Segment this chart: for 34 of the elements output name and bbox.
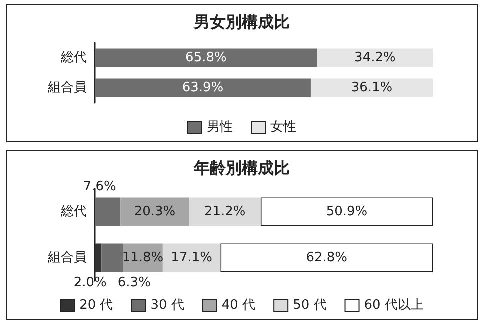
legend-label: 40 代 [222, 298, 256, 313]
data-label: 62.8% [306, 250, 348, 266]
legend-label: 20 代 [80, 298, 114, 313]
bar [95, 244, 102, 272]
bar [120, 198, 190, 226]
data-label: 36.1% [351, 80, 393, 96]
y-tick-label: 組合員 [47, 250, 87, 266]
legend-label: 60 代以上 [364, 298, 424, 313]
bar [162, 244, 221, 272]
data-label: 11.8% [122, 250, 164, 266]
chart-title: 男女別構成比 [193, 12, 290, 32]
bar [95, 198, 121, 226]
data-label: 50.9% [326, 204, 368, 220]
y-tick-label: 組合員 [47, 80, 87, 96]
data-label: 34.2% [354, 50, 396, 66]
legend-label: 男性 [207, 120, 233, 135]
data-label: 20.3% [134, 204, 176, 220]
chart-title: 年齢別構成比 [193, 158, 290, 178]
bar [189, 198, 261, 226]
data-label: 63.9% [182, 80, 224, 96]
y-tick-label: 総代 [60, 50, 87, 66]
legend-label: 50 代 [293, 298, 327, 313]
data-label: 2.0% [74, 275, 107, 290]
data-label: 7.6% [83, 180, 116, 195]
legend-label: 30 代 [150, 298, 184, 313]
bar [220, 244, 433, 272]
bar [260, 198, 433, 226]
bar [102, 244, 124, 272]
data-label: 6.3% [118, 275, 151, 290]
data-label: 65.8% [186, 50, 227, 66]
data-label: 21.2% [204, 204, 246, 220]
y-tick-label: 総代 [60, 204, 87, 220]
data-label: 17.1% [171, 250, 212, 266]
legend-label: 女性 [270, 120, 296, 135]
